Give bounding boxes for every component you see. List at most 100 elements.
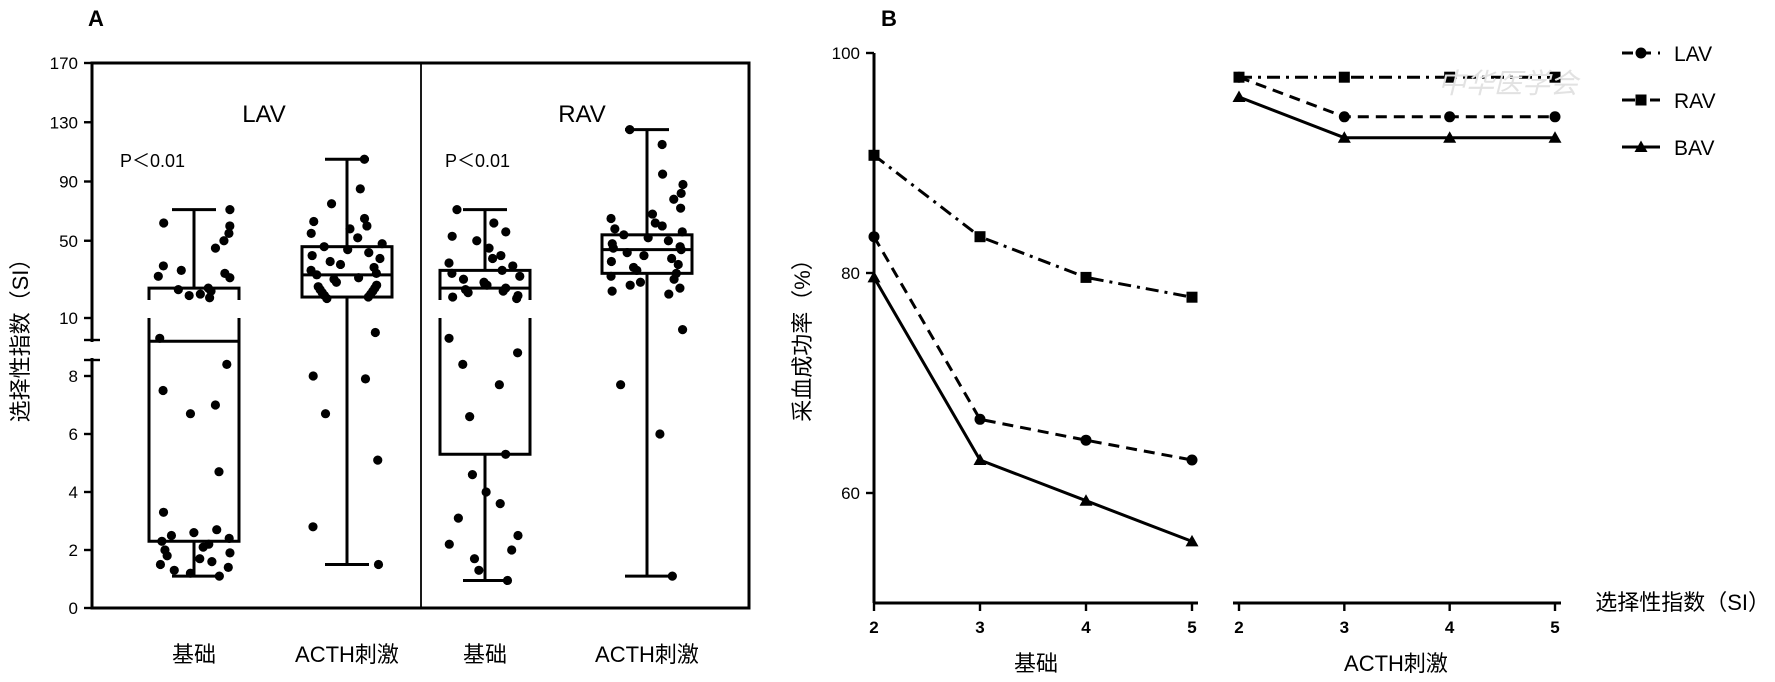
data-point	[501, 227, 511, 237]
data-point	[204, 539, 214, 549]
marker-square	[1186, 291, 1198, 303]
panel-a-points	[153, 125, 688, 586]
watermark: 中华医学会	[1438, 67, 1581, 100]
data-point	[373, 559, 384, 570]
data-point	[362, 221, 372, 231]
data-point	[501, 449, 511, 459]
data-point	[467, 470, 478, 480]
series-line-bav	[872, 276, 1193, 543]
y-tick-label: 8	[69, 367, 78, 386]
data-point	[223, 562, 233, 573]
group-label-lav: LAV	[242, 101, 286, 128]
marker-circle	[868, 231, 880, 243]
marker-triangle	[867, 270, 881, 283]
x-tick-label: 3	[975, 618, 984, 637]
data-point	[166, 530, 177, 541]
marker-square	[1549, 71, 1561, 83]
data-point	[160, 545, 170, 555]
marker-square	[1444, 71, 1456, 83]
series-line-bav	[1238, 95, 1555, 140]
box-upper	[438, 268, 532, 300]
data-point	[444, 333, 454, 343]
panel-a: A 选择性指数（SI） 10 50 90 130 170 0 2 4 6 8 LAV RAV P＜…	[8, 6, 751, 667]
marker-circle	[1080, 434, 1092, 446]
data-point	[635, 277, 646, 287]
data-point	[354, 273, 364, 283]
y-tick-label: 4	[69, 483, 78, 502]
data-point	[157, 536, 167, 546]
data-point	[222, 359, 232, 369]
data-point	[458, 359, 468, 369]
data-point	[448, 292, 458, 302]
marker-circle	[1549, 111, 1561, 123]
legend-label-rav: RAV	[1674, 90, 1716, 113]
data-point	[210, 243, 221, 253]
data-point	[479, 277, 489, 287]
data-point	[335, 259, 346, 270]
category-label-rav-baseline: 基础	[463, 642, 507, 667]
y-tick-label: 130	[50, 113, 78, 132]
data-point	[158, 385, 168, 396]
marker-circle	[1186, 454, 1198, 466]
data-point	[675, 283, 685, 293]
data-point	[355, 184, 365, 194]
marker-circle	[1338, 111, 1350, 123]
y-tick-label: 80	[841, 264, 860, 283]
x-tick-label: 2	[869, 618, 878, 637]
data-point	[372, 280, 382, 290]
data-point	[329, 274, 339, 284]
marker-triangle	[1548, 131, 1562, 143]
marker-square	[1635, 94, 1647, 106]
data-point	[481, 487, 491, 497]
data-point	[210, 400, 221, 410]
panel-a-y-ticks: 10 50 90 130 170 0 2 4 6 8	[50, 54, 92, 618]
data-point	[667, 571, 677, 581]
data-point	[173, 285, 183, 295]
data-point	[325, 256, 335, 267]
category-label-lav-acth: ACTH刺激	[295, 642, 399, 667]
y-tick-label: 2	[69, 541, 78, 560]
data-point	[625, 280, 635, 290]
legend-label-bav: BAV	[1674, 137, 1714, 160]
data-point	[619, 230, 629, 240]
y-tick-label: 6	[69, 425, 78, 444]
data-point	[364, 248, 374, 258]
data-point	[606, 256, 616, 267]
data-point	[359, 154, 369, 164]
data-point	[195, 554, 205, 564]
data-point	[677, 227, 687, 237]
data-point	[343, 245, 353, 255]
data-point	[185, 568, 195, 578]
data-point	[667, 253, 677, 264]
data-point	[669, 194, 679, 204]
data-point	[472, 236, 482, 246]
data-point	[184, 290, 194, 301]
panel-b-letter: B	[881, 6, 897, 31]
data-point	[650, 218, 660, 228]
data-point	[219, 236, 229, 246]
data-point	[214, 571, 224, 581]
data-point	[657, 139, 667, 150]
marker-square	[1080, 271, 1092, 283]
marker-triangle	[973, 453, 987, 465]
marker-circle	[1635, 47, 1647, 59]
marker-triangle	[1634, 140, 1648, 152]
x-tick-label: 4	[1081, 618, 1091, 637]
data-point	[225, 548, 235, 558]
data-point	[307, 250, 317, 261]
box-lower	[438, 318, 532, 456]
data-point	[673, 259, 683, 270]
data-point	[497, 265, 507, 275]
data-point	[664, 289, 674, 299]
data-point	[487, 253, 498, 264]
marker-circle	[974, 413, 986, 425]
data-point	[643, 233, 653, 243]
panel-b-ticks: 60 80 100 2 3 4 5 2 3 4 5	[832, 44, 1560, 637]
data-point	[212, 525, 222, 535]
pvalue-rav: P＜0.01	[445, 151, 510, 171]
y-tick-label: 100	[832, 44, 860, 63]
data-point	[360, 374, 371, 384]
data-point	[153, 271, 163, 281]
data-point	[370, 327, 380, 338]
data-point	[508, 261, 518, 271]
